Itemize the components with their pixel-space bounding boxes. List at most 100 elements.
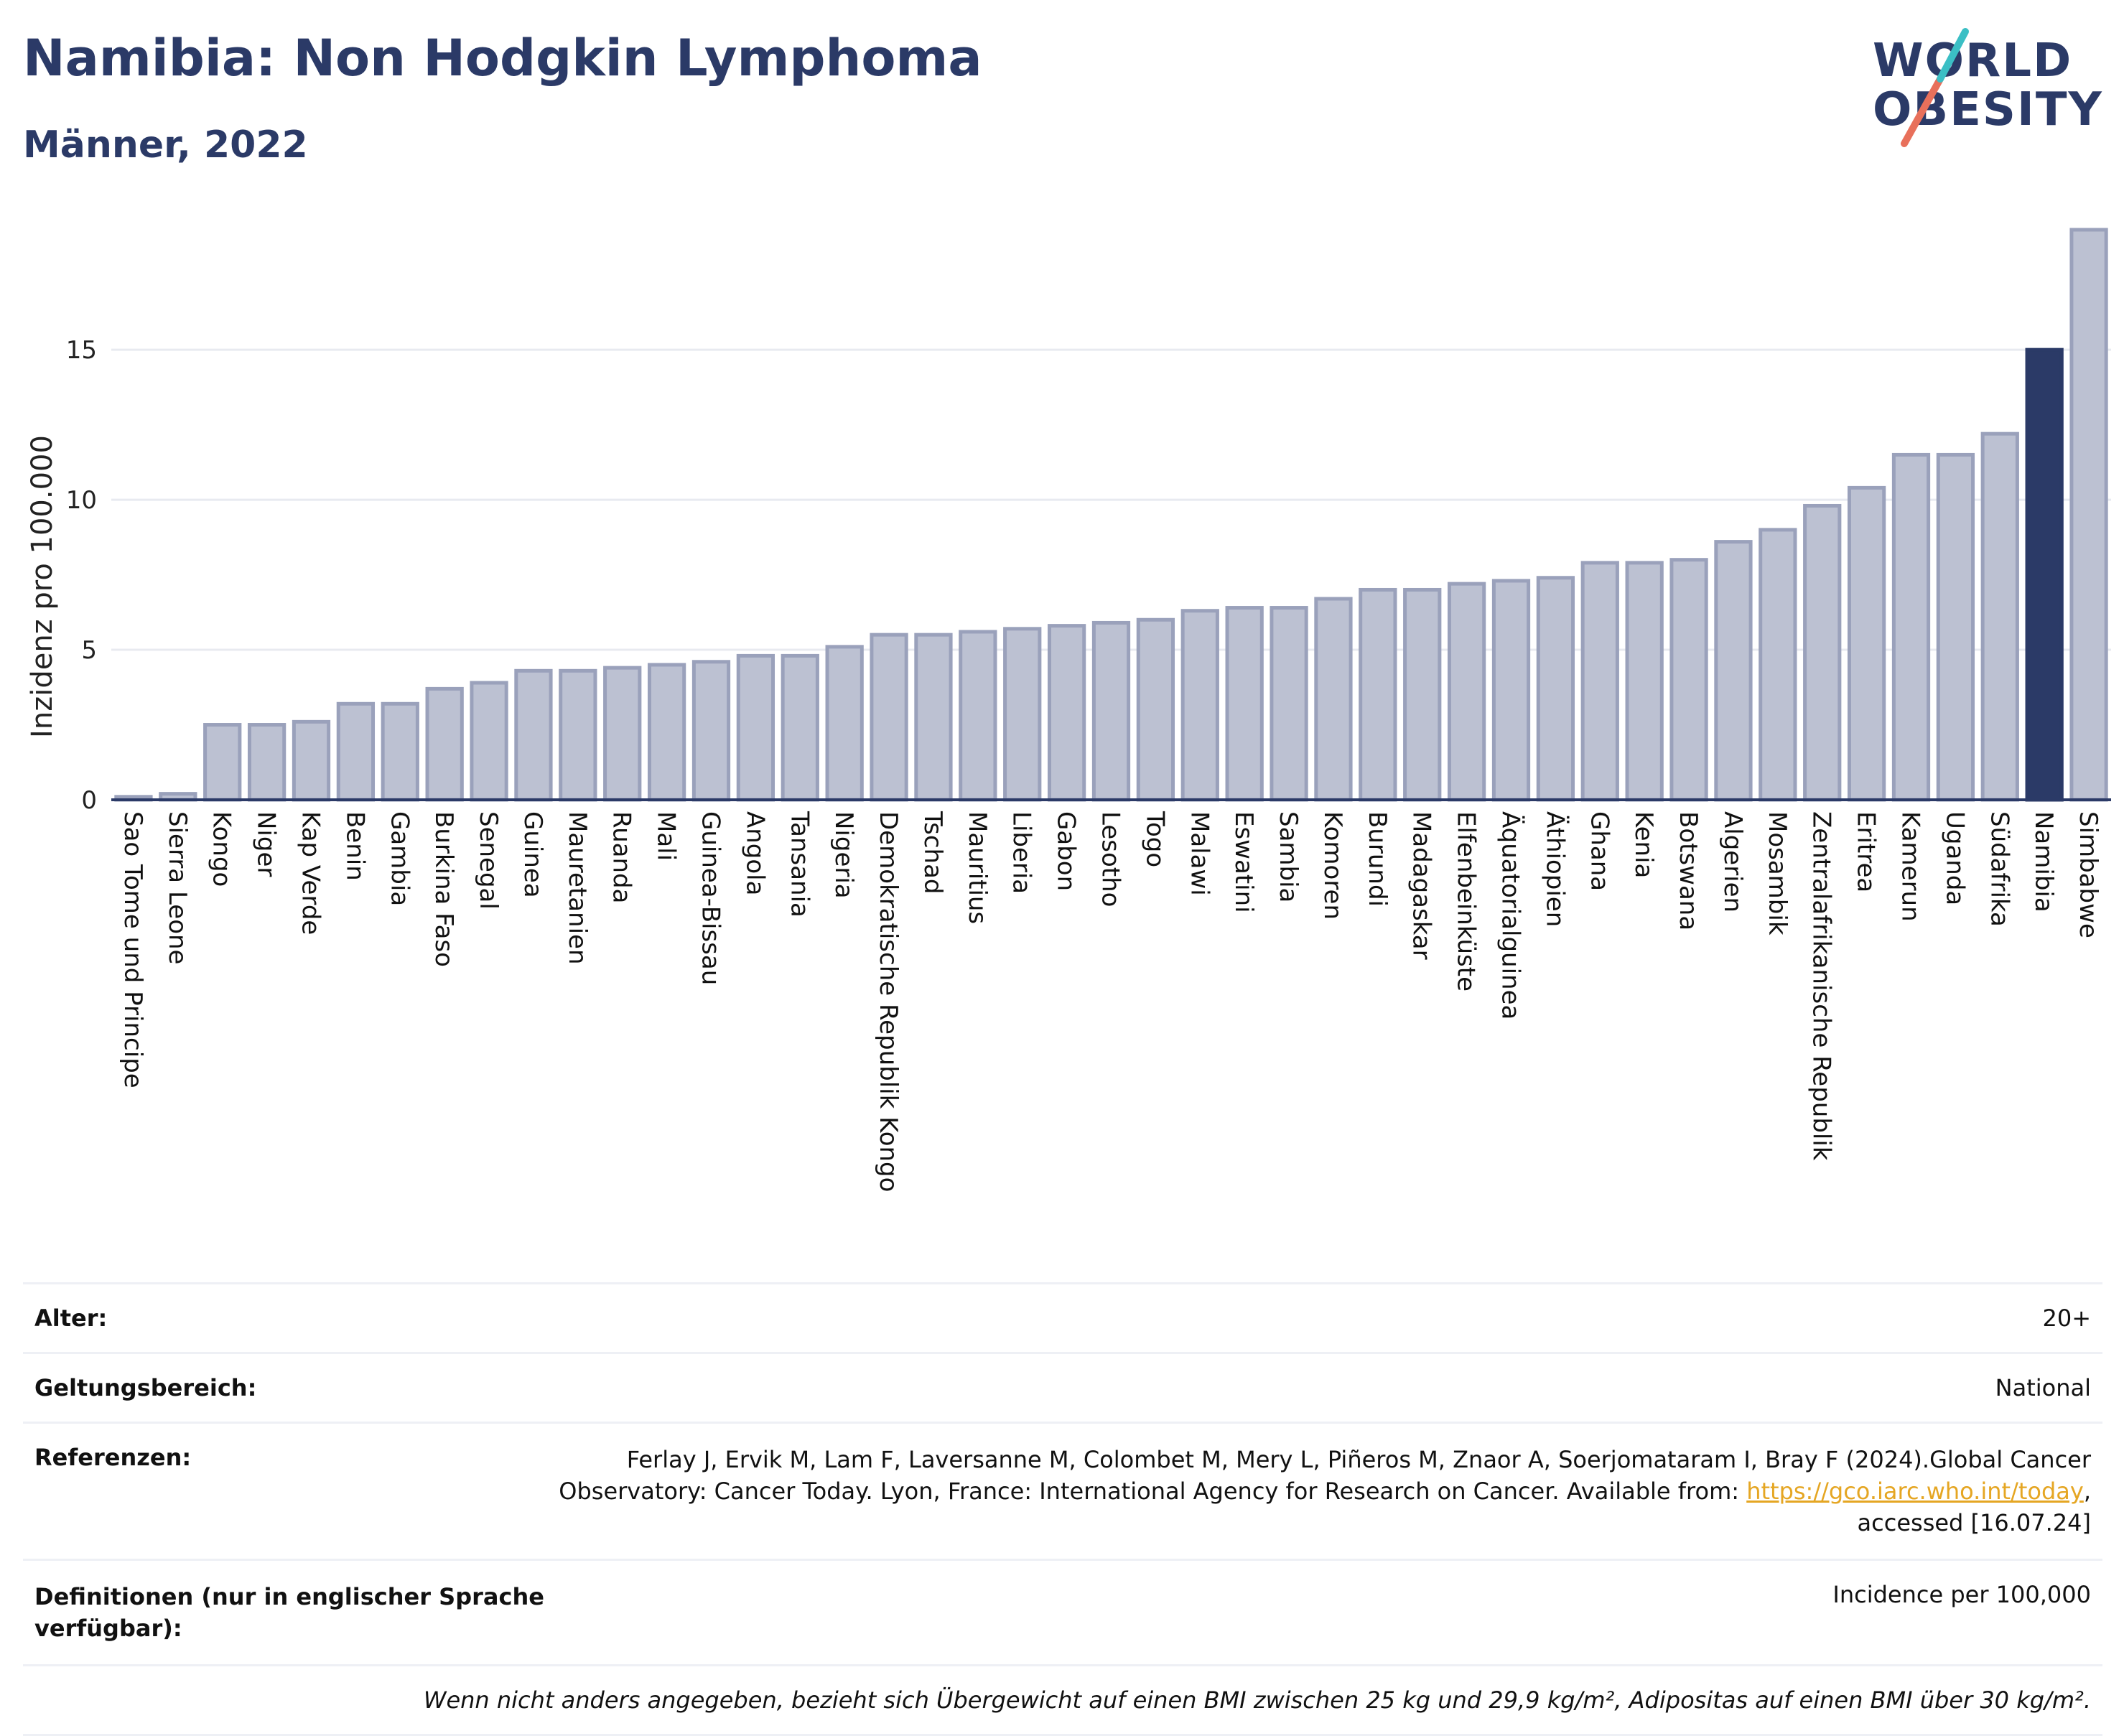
- x-tick-label: Algerien: [1718, 811, 1747, 913]
- x-tick-label: Gabon: [1052, 811, 1081, 891]
- bar-tansania: [781, 653, 819, 802]
- bar-kenia: [1625, 561, 1664, 802]
- x-tick-label: Senegal: [474, 811, 503, 910]
- x-tick-label: Eritrea: [1852, 811, 1881, 892]
- logo-slash-icon: [1901, 28, 1969, 147]
- y-tick-label: 5: [81, 636, 97, 665]
- bar-sambia: [1270, 606, 1308, 802]
- scope-value: National: [1995, 1374, 2091, 1401]
- y-axis-ticks: 0 5 10 15: [66, 336, 97, 815]
- info-table: Alter: 20+ Geltungsbereich: National Ref…: [23, 1282, 2102, 1736]
- info-row-definitions: Definitionen (nur in englischer Sprache …: [23, 1561, 2102, 1666]
- x-tick-label: Liberia: [1007, 811, 1036, 894]
- x-tick-label: Zentralafrikanische Republik: [1807, 811, 1836, 1161]
- bar-togo: [1136, 617, 1175, 802]
- bar-benin: [336, 701, 376, 802]
- x-tick-label: Lesotho: [1096, 811, 1125, 907]
- x-tick-label: Burundi: [1363, 811, 1392, 907]
- x-tick-label: Äthiopien: [1540, 811, 1569, 927]
- bar-angola: [736, 653, 775, 802]
- bar-malawi: [1180, 609, 1219, 802]
- bar-chart: 0 5 10 15 Sao Tome und Principe Sierra Leone…: [26, 228, 2111, 1192]
- bar-tschad: [914, 633, 953, 802]
- bar-guinea-bissau: [691, 660, 731, 802]
- bar-botswana: [1669, 558, 1708, 802]
- x-tick-label: Guinea-Bissau: [697, 811, 725, 985]
- bar-gabon: [1047, 624, 1086, 802]
- x-tick-label: Ruanda: [607, 811, 636, 903]
- bar-niger: [247, 723, 287, 802]
- bar-eritrea: [1847, 485, 1886, 802]
- age-label: Alter:: [34, 1305, 108, 1332]
- info-row-references: Referenzen: Ferlay J, Ervik M, Lam F, La…: [23, 1424, 2102, 1561]
- bar-gambia: [381, 701, 419, 802]
- x-tick-label: Guinea: [518, 811, 547, 898]
- x-tick-label: Ghana: [1585, 811, 1613, 891]
- bar-südafrika: [1980, 431, 2019, 802]
- x-tick-label: Elfenbeinküste: [1452, 811, 1481, 991]
- y-tick-label: 15: [66, 336, 97, 365]
- y-tick-label: 0: [81, 786, 97, 815]
- y-axis-label: Inzidenz pro 100.000: [26, 435, 59, 738]
- x-tick-label: Kongo: [208, 811, 236, 887]
- bar-namibia: [2025, 347, 2064, 802]
- x-tick-label: Mali: [652, 811, 681, 861]
- x-tick-label: Sao Tome und Principe: [118, 811, 147, 1088]
- logo-line1: WORLD: [1873, 34, 2073, 88]
- x-tick-label: Komoren: [1318, 811, 1347, 920]
- bar-burkina-faso: [425, 686, 464, 802]
- world-obesity-logo: WORLD OBESITY: [1868, 22, 2105, 151]
- x-tick-label: Tansania: [785, 811, 814, 918]
- x-tick-label: Burkina Faso: [429, 811, 458, 967]
- bar-ruanda: [603, 666, 642, 802]
- references-value: Ferlay J, Ervik M, Lam F, Laversanne M, …: [547, 1444, 2091, 1539]
- bar-kongo: [203, 723, 242, 802]
- bar-elfenbeinküste: [1447, 582, 1486, 802]
- footnote: Wenn nicht anders angegeben, bezieht sic…: [23, 1666, 2102, 1736]
- bar-zentralafrikanische-republik: [1803, 503, 1842, 802]
- x-tick-label: Namibia: [2029, 811, 2058, 913]
- x-tick-label: Madagaskar: [1407, 811, 1436, 960]
- bar-lesotho: [1091, 620, 1131, 802]
- x-tick-label: Tschad: [918, 811, 947, 895]
- bar-burundi: [1359, 587, 1397, 802]
- bar-ghana: [1580, 561, 1619, 802]
- references-tail: , accessed [16.07.24]: [1857, 1478, 2091, 1536]
- x-tick-label: Togo: [1140, 811, 1169, 867]
- chart-bars: [114, 228, 2108, 802]
- bar-liberia: [1003, 627, 1042, 802]
- info-row-scope: Geltungsbereich: National: [23, 1354, 2102, 1424]
- bar-äthiopien: [1536, 576, 1575, 802]
- x-tick-label: Kenia: [1629, 811, 1658, 878]
- x-tick-label: Angola: [740, 811, 769, 895]
- x-tick-label: Mosambik: [1763, 811, 1792, 935]
- x-tick-label: Äquatorialguinea: [1496, 811, 1525, 1019]
- x-tick-label: Sierra Leone: [163, 811, 192, 964]
- x-tick-label: Benin: [340, 811, 369, 881]
- bar-demokratische-republik-kongo: [870, 633, 908, 802]
- bar-madagaskar: [1403, 587, 1442, 802]
- x-tick-label: Mauritius: [963, 811, 992, 924]
- bar-mosambik: [1759, 528, 1797, 802]
- x-tick-label: Eswatini: [1229, 811, 1258, 913]
- references-text: Ferlay J, Ervik M, Lam F, Laversanne M, …: [559, 1446, 2091, 1505]
- definitions-label: Definitionen (nur in englischer Sprache …: [34, 1583, 544, 1642]
- x-tick-label: Uganda: [1940, 811, 1969, 905]
- bar-mali: [647, 663, 686, 802]
- scope-label: Geltungsbereich:: [34, 1374, 257, 1401]
- bar-eswatini: [1225, 606, 1264, 802]
- bar-äquatorialguinea: [1491, 579, 1531, 802]
- x-tick-label: Kap Verde: [297, 811, 325, 935]
- definitions-value: Incidence per 100,000: [1832, 1581, 2091, 1608]
- bar-uganda: [1936, 452, 1975, 802]
- references-link[interactable]: https://gco.iarc.who.int/today: [1746, 1478, 2084, 1505]
- bar-senegal: [470, 681, 508, 802]
- x-tick-label: Demokratische Republik Kongo: [874, 811, 903, 1192]
- x-tick-label: Niger: [252, 811, 281, 877]
- x-tick-label: Sambia: [1274, 811, 1303, 902]
- x-tick-label: Mauretanien: [563, 811, 592, 965]
- x-tick-label: Malawi: [1185, 811, 1214, 896]
- x-tick-label: Kamerun: [1896, 811, 1925, 922]
- page-subtitle: Männer, 2022: [23, 123, 308, 167]
- bar-guinea: [514, 668, 553, 802]
